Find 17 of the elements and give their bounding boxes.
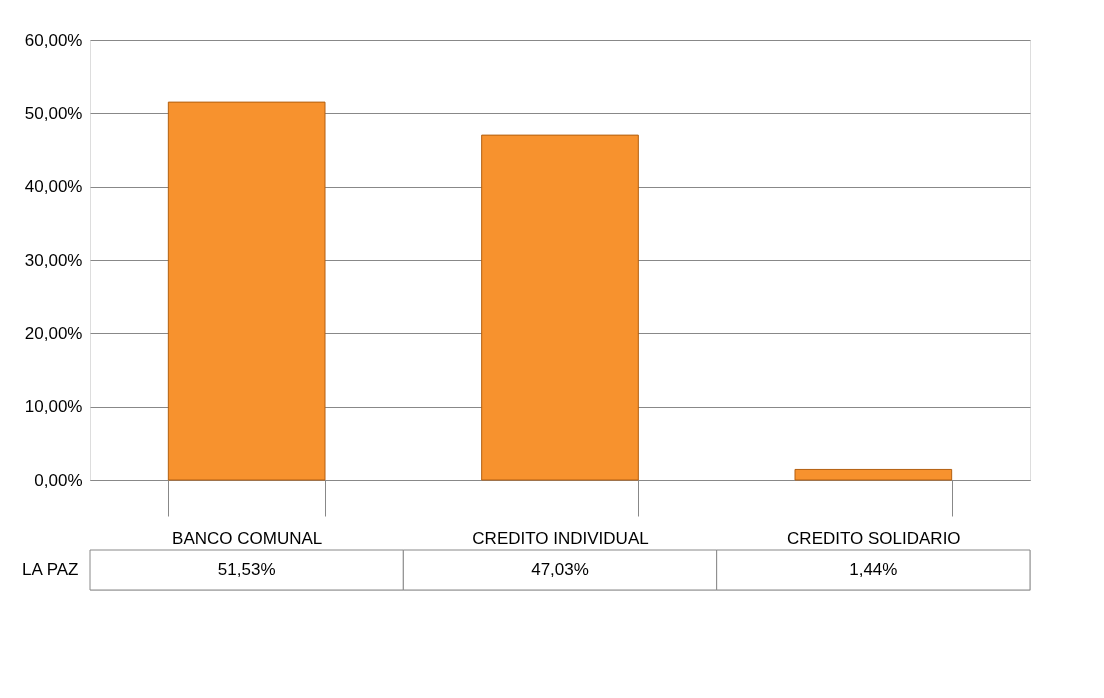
y-tick-label: 20,00%: [24, 323, 83, 343]
data-label: 47,03%: [531, 560, 589, 579]
x-tick-label: CREDITO SOLIDARIO: [787, 528, 961, 548]
y-tick-label: 60,00%: [24, 30, 83, 50]
text: LA PAZ: [22, 560, 79, 579]
bar: [481, 134, 639, 481]
y-tick-label: 40,00%: [24, 177, 83, 197]
data-label: 51,53%: [217, 560, 276, 579]
bar: [167, 101, 326, 481]
y-tick-label: 10,00%: [24, 397, 83, 417]
y-tick-label: 50,00%: [24, 103, 83, 123]
bar: [794, 468, 953, 481]
x-tick-label: BANCO COMUNAL: [172, 528, 323, 548]
y-tick-label: 30,00%: [24, 250, 83, 270]
x-tick-label: CREDITO INDIVIDUAL: [472, 528, 649, 548]
y-tick-label: 0,00%: [34, 470, 83, 490]
data-label: 1,44%: [849, 560, 898, 579]
